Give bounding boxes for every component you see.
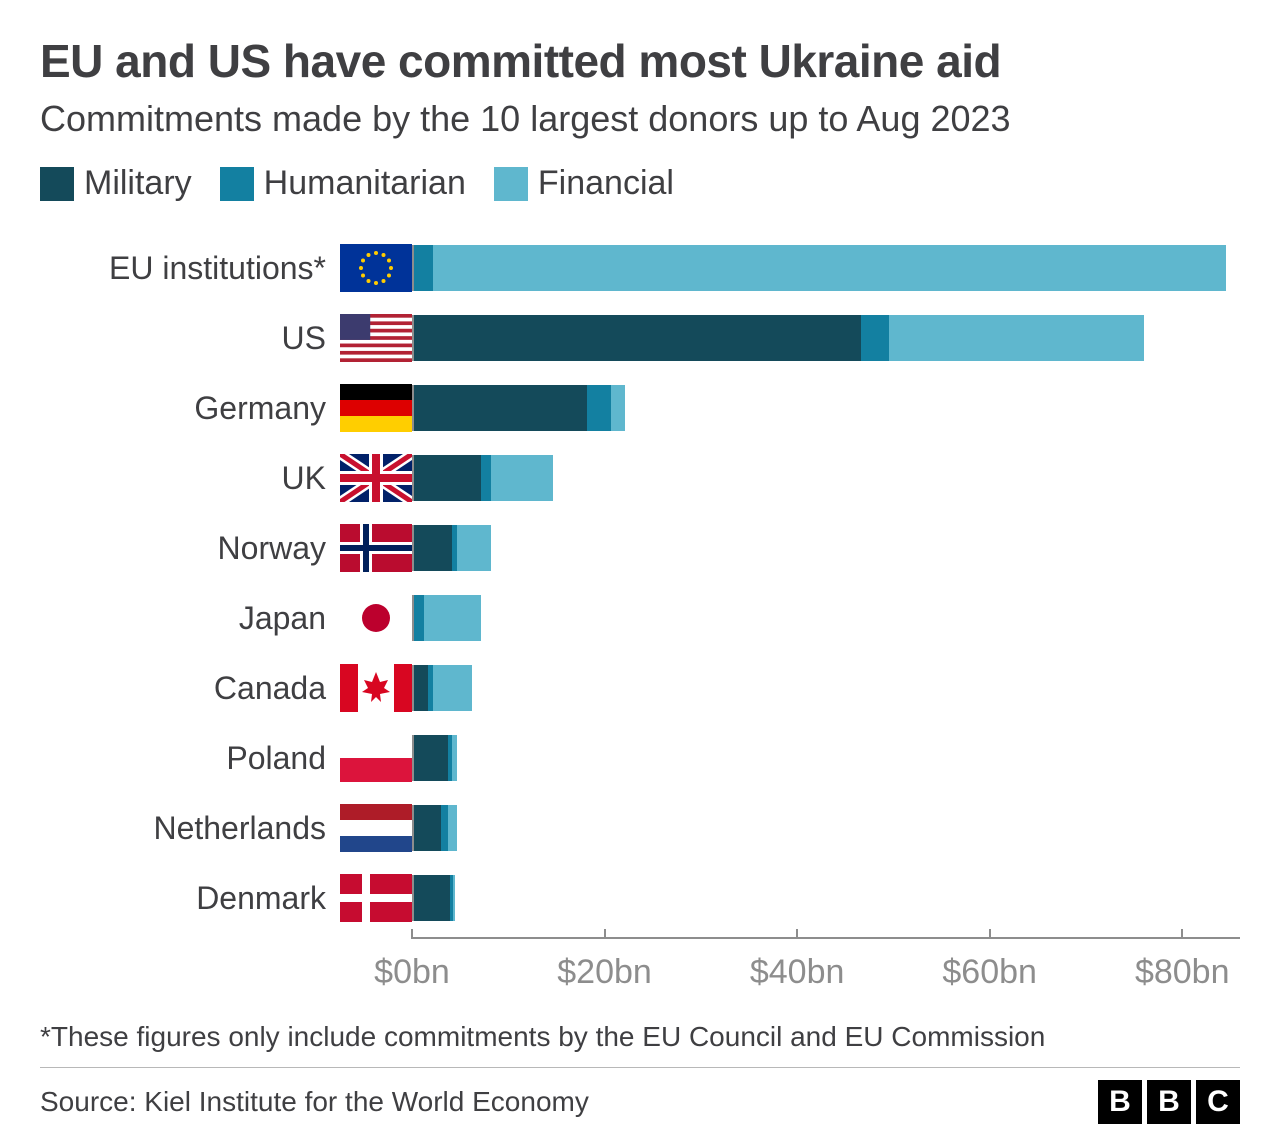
tick-label: $20bn xyxy=(557,953,652,992)
bar xyxy=(412,665,1240,711)
tick-mark xyxy=(796,929,798,939)
tick-mark xyxy=(1181,929,1183,939)
chart-row: Poland xyxy=(40,727,1240,789)
chart-row: Germany xyxy=(40,377,1240,439)
bar-segment-financial xyxy=(453,875,455,921)
bar-segment-financial xyxy=(433,245,1225,291)
bar-segment-military xyxy=(414,665,428,711)
bar-segment-military xyxy=(414,385,587,431)
bar-segment-humanitarian xyxy=(441,805,448,851)
tick-mark xyxy=(411,929,413,939)
bar-segment-financial xyxy=(491,455,553,501)
bbc-logo-box: C xyxy=(1196,1080,1240,1124)
bbc-logo-box: B xyxy=(1098,1080,1142,1124)
flag-icon xyxy=(340,874,412,922)
legend-label: Military xyxy=(84,164,192,203)
chart-row: US xyxy=(40,307,1240,369)
bar-segment-military xyxy=(414,735,448,781)
bar-segment-financial xyxy=(457,525,491,571)
tick-label: $80bn xyxy=(1135,953,1230,992)
row-label: Norway xyxy=(40,530,340,567)
source-text: Source: Kiel Institute for the World Eco… xyxy=(40,1086,589,1118)
bar-segment-humanitarian xyxy=(587,385,611,431)
footer: Source: Kiel Institute for the World Eco… xyxy=(40,1080,1240,1124)
tick-mark xyxy=(604,929,606,939)
divider xyxy=(40,1067,1240,1068)
bar xyxy=(412,315,1240,361)
row-label: Germany xyxy=(40,390,340,427)
bar-segment-financial xyxy=(889,315,1144,361)
bar xyxy=(412,245,1240,291)
chart-row: Japan xyxy=(40,587,1240,649)
row-label: Canada xyxy=(40,670,340,707)
bar xyxy=(412,805,1240,851)
bar-segment-humanitarian xyxy=(414,595,424,641)
legend-swatch xyxy=(494,167,528,201)
bbc-logo-box: B xyxy=(1147,1080,1191,1124)
row-label: Netherlands xyxy=(40,810,340,847)
row-label: Japan xyxy=(40,600,340,637)
bar-segment-financial xyxy=(424,595,482,641)
legend-swatch xyxy=(40,167,74,201)
chart-row: Netherlands xyxy=(40,797,1240,859)
tick-mark xyxy=(989,929,991,939)
bbc-logo: BBC xyxy=(1098,1080,1240,1124)
flag-icon xyxy=(340,244,412,292)
bar-segment-humanitarian xyxy=(414,245,433,291)
footnote: *These figures only include commitments … xyxy=(40,1021,1240,1053)
row-label: Denmark xyxy=(40,880,340,917)
row-label: EU institutions* xyxy=(40,250,340,287)
tick-label: $40bn xyxy=(750,953,845,992)
chart-subtitle: Commitments made by the 10 largest donor… xyxy=(40,98,1240,140)
flag-icon xyxy=(340,594,412,642)
legend-item: Military xyxy=(40,164,192,203)
stacked-bar-chart: EU institutions* US Germany UK Norway Japan Ca… xyxy=(40,237,1240,929)
x-axis-line xyxy=(412,937,1240,947)
bar xyxy=(412,875,1240,921)
bar xyxy=(412,455,1240,501)
row-label: US xyxy=(40,320,340,357)
bar xyxy=(412,595,1240,641)
tick-label: $60bn xyxy=(942,953,1037,992)
tick-label: $0bn xyxy=(374,953,450,992)
x-axis-ticks: $0bn $20bn $40bn $60bn $80bn xyxy=(40,953,1240,1003)
chart-title: EU and US have committed most Ukraine ai… xyxy=(40,34,1240,88)
bar-segment-military xyxy=(414,455,481,501)
bar-segment-humanitarian xyxy=(861,315,890,361)
bar xyxy=(412,735,1240,781)
legend-item: Humanitarian xyxy=(220,164,466,203)
flag-icon xyxy=(340,524,412,572)
chart-row: UK xyxy=(40,447,1240,509)
legend: Military Humanitarian Financial xyxy=(40,164,1240,203)
flag-icon xyxy=(340,664,412,712)
legend-item: Financial xyxy=(494,164,674,203)
chart-row: Canada xyxy=(40,657,1240,719)
flag-icon xyxy=(340,454,412,502)
row-label: UK xyxy=(40,460,340,497)
row-label: Poland xyxy=(40,740,340,777)
chart-row: Norway xyxy=(40,517,1240,579)
bar xyxy=(412,525,1240,571)
flag-icon xyxy=(340,804,412,852)
chart-row: EU institutions* xyxy=(40,237,1240,299)
flag-icon xyxy=(340,314,412,362)
x-axis-line-row xyxy=(40,937,1240,947)
bar-segment-military xyxy=(414,315,861,361)
bar-segment-military xyxy=(414,525,452,571)
bar-segment-humanitarian xyxy=(481,455,491,501)
chart-row: Denmark xyxy=(40,867,1240,929)
bar-segment-military xyxy=(414,805,441,851)
bar xyxy=(412,385,1240,431)
bar-segment-financial xyxy=(433,665,471,711)
flag-icon xyxy=(340,384,412,432)
bar-segment-financial xyxy=(611,385,625,431)
bar-segment-financial xyxy=(452,735,457,781)
bar-segment-military xyxy=(414,875,450,921)
legend-label: Humanitarian xyxy=(264,164,466,203)
flag-icon xyxy=(340,734,412,782)
legend-label: Financial xyxy=(538,164,674,203)
legend-swatch xyxy=(220,167,254,201)
bar-segment-financial xyxy=(448,805,458,851)
